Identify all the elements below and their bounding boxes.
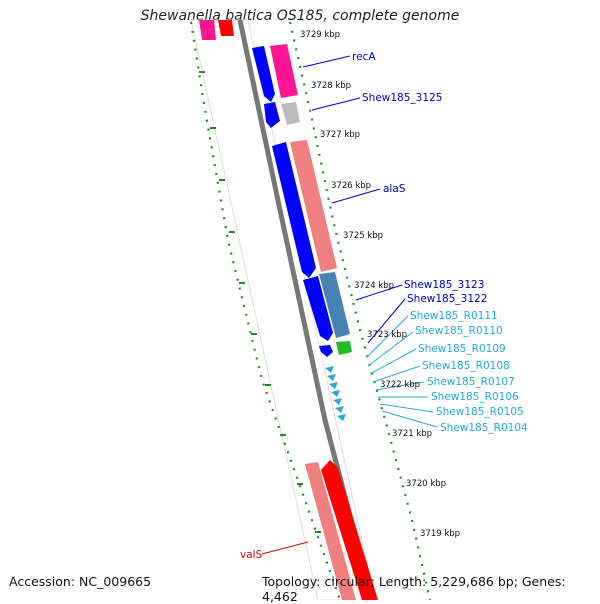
gene-shew185-3123-arrow: [303, 276, 333, 341]
feature-top-red: [218, 20, 234, 36]
ruler-line-right: [288, 21, 432, 600]
tick-label-3720: 3720 kbp: [406, 479, 446, 489]
label-recA: recA: [352, 51, 376, 63]
gene-salmon-cds: [290, 140, 337, 272]
trna-arrows: [325, 366, 346, 421]
ruler-lines: [189, 21, 432, 600]
label-shew185-r0110: Shew185_R0110: [415, 325, 503, 337]
tick-label-3728: 3728 kbp: [311, 81, 351, 91]
gene-valS-red: [321, 460, 378, 600]
gene-small-blue: [319, 345, 333, 357]
ruler-left-ticks: [199, 71, 321, 533]
tick-label-3723: 3723 kbp: [367, 330, 407, 340]
gene-labels: recA Shew185_3125 alaS Shew185_3123 Shew…: [240, 51, 528, 561]
gene-trna-green: [336, 341, 352, 355]
tick-label-3726: 3726 kbp: [331, 181, 371, 191]
callout-lines: [261, 55, 438, 555]
gene-shew185-3125-arrow: [264, 102, 280, 128]
gene-rrna-block: [319, 272, 350, 338]
gene-valS-salmon: [305, 462, 356, 600]
gene-pink-cds: [270, 44, 298, 98]
gene-recA-arrow: [252, 46, 275, 102]
gene-grey-feature: [281, 102, 300, 125]
label-shew185-3123: Shew185_3123: [404, 279, 484, 291]
label-shew185-r0111: Shew185_R0111: [410, 310, 498, 322]
label-valS: valS: [240, 549, 263, 561]
accession-text: Accession: NC_009665: [9, 574, 152, 589]
tick-label-3725: 3725 kbp: [343, 231, 383, 241]
label-shew185-r0104: Shew185_R0104: [440, 422, 528, 434]
label-shew185-r0108: Shew185_R0108: [422, 360, 510, 372]
ruler-labels: 3729 kbp 3728 kbp 3727 kbp 3726 kbp 3725…: [300, 30, 460, 539]
label-shew185-r0105: Shew185_R0105: [436, 406, 524, 418]
tick-label-3722: 3722 kbp: [380, 380, 420, 390]
tick-label-3719: 3719 kbp: [420, 529, 460, 539]
label-shew185-3122: Shew185_3122: [407, 293, 487, 305]
label-shew185-r0107: Shew185_R0107: [427, 376, 515, 388]
label-alaS: alaS: [383, 183, 406, 195]
tick-label-3721: 3721 kbp: [392, 429, 432, 439]
gene-alaS-arrow: [272, 142, 316, 278]
tick-label-3729: 3729 kbp: [300, 30, 340, 40]
label-shew185-3125: Shew185_3125: [362, 92, 442, 104]
label-shew185-r0106: Shew185_R0106: [431, 391, 519, 403]
tick-label-3727: 3727 kbp: [320, 130, 360, 140]
label-shew185-r0109: Shew185_R0109: [418, 343, 506, 355]
tick-label-3724: 3724 kbp: [354, 281, 394, 291]
feature-top-pink: [199, 20, 216, 40]
